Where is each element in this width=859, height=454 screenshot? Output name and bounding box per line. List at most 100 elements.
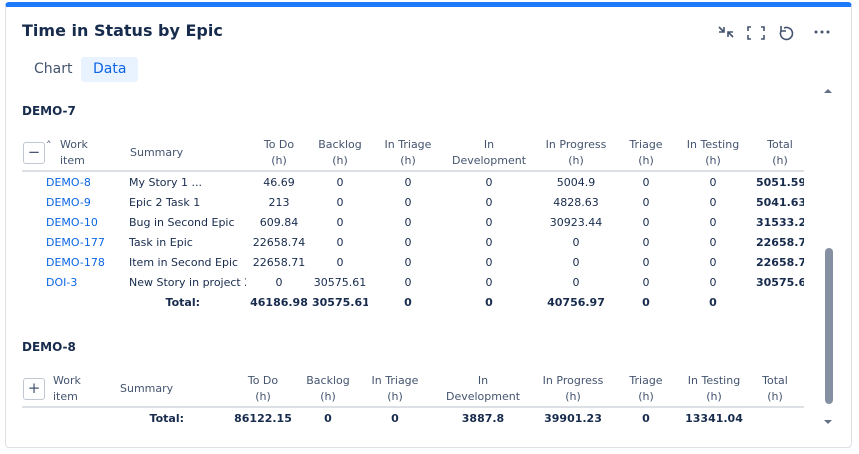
- key-cell: DEMO-9: [46, 192, 126, 212]
- column-header[interactable]: In Progress (h): [530, 136, 622, 172]
- total-row: Total: 86122.15 0 0 3887.8 39901.23 0 13341.04: [22, 407, 804, 428]
- summary-cell: Bug in Second Epic: [129, 215, 235, 229]
- column-header[interactable]: In Development: [430, 372, 536, 408]
- expand-button[interactable]: −: [23, 142, 45, 164]
- header-text: (h): [255, 390, 271, 403]
- value-cell: 0: [404, 175, 412, 189]
- column-header[interactable]: In Testing (h): [670, 136, 756, 172]
- group-name: DEMO-8: [22, 340, 76, 354]
- value-cell: 0: [404, 255, 412, 269]
- value-cell: 0: [709, 215, 717, 229]
- tab[interactable]: Chart: [34, 61, 73, 77]
- header-text: Work: [60, 138, 88, 151]
- column-header[interactable]: Summary: [126, 136, 246, 172]
- expand-cell: −: [22, 136, 46, 172]
- summary-cell: Task in Epic: [129, 235, 193, 249]
- header-text: Triage: [629, 374, 663, 387]
- more-icon[interactable]: [814, 30, 830, 34]
- value-cell: 0: [485, 275, 493, 289]
- column-header[interactable]: To Do (h): [230, 372, 296, 408]
- header-text: (h): [772, 154, 788, 167]
- value-cell: 4828.63: [553, 195, 599, 209]
- summary-cell: Item in Second Epic: [129, 255, 239, 269]
- value-cell: 46.69: [263, 175, 295, 189]
- fullscreen-icon[interactable]: [747, 26, 765, 40]
- header-text: Development: [451, 154, 527, 167]
- column-header[interactable]: Work item: [46, 372, 116, 408]
- spacer-cell: [22, 212, 46, 232]
- column-header[interactable]: Total (h): [756, 136, 804, 172]
- header-text: In Progress: [545, 138, 607, 151]
- value-cell: 0: [709, 175, 717, 189]
- value-cell: 0: [709, 235, 717, 249]
- spacer-cell: [46, 407, 116, 428]
- header-text: (h): [565, 390, 581, 403]
- header-text: In Triage: [371, 374, 419, 387]
- column-header[interactable]: Triage (h): [622, 136, 670, 172]
- column-header[interactable]: To Do (h): [246, 136, 312, 172]
- refresh-icon[interactable]: [779, 26, 794, 41]
- column-header[interactable]: Backlog (h): [296, 372, 360, 408]
- key-cell: DEMO-8: [46, 171, 126, 192]
- scrollbar[interactable]: [822, 86, 834, 430]
- column-header[interactable]: In Testing (h): [682, 372, 746, 408]
- value-cell: 5041.63: [756, 195, 804, 209]
- total-cell: 13341.04: [685, 411, 743, 425]
- tab-active[interactable]: Data: [81, 57, 139, 82]
- value-cell: 0: [336, 255, 344, 269]
- column-header[interactable]: Total (h): [746, 372, 804, 408]
- header-text: (h): [638, 390, 654, 403]
- value-cell: 31533.28: [756, 215, 804, 229]
- data-row: DOI-3 New Story in project 2 0 30575.61 0 0 0 0…: [22, 272, 804, 292]
- column-header[interactable]: Backlog (h): [312, 136, 368, 172]
- spacer-cell: [22, 252, 46, 272]
- value-cell: 0: [709, 195, 717, 209]
- header-row: + Work item Summary To Do (h) Backlog (h) In Tri…: [22, 372, 804, 408]
- header-text: Summary: [130, 146, 184, 159]
- header-text: item: [60, 154, 85, 167]
- value-cell: 22658.74: [252, 235, 306, 249]
- data-row: DEMO-8 My Story 1 ... 46.69 0 0 0 5004.9 0 0 5051…: [22, 171, 804, 192]
- header-text: (h): [271, 154, 287, 167]
- header-text: Backlog: [318, 138, 362, 151]
- column-header[interactable]: In Development: [448, 136, 530, 172]
- work-item-link[interactable]: DEMO-8: [46, 175, 91, 189]
- header-text: In: [477, 374, 489, 387]
- column-header[interactable]: In Triage (h): [360, 372, 430, 408]
- work-item-link[interactable]: DEMO-177: [46, 235, 105, 249]
- total-cell: 40756.97: [547, 295, 605, 309]
- work-item-link[interactable]: DEMO-9: [46, 195, 91, 209]
- header-text: Backlog: [306, 374, 350, 387]
- column-header[interactable]: ˄ Work item: [46, 136, 126, 172]
- work-item-link[interactable]: DOI-3: [46, 275, 78, 289]
- work-item-link[interactable]: DEMO-10: [46, 215, 98, 229]
- value-cell: 0: [404, 235, 412, 249]
- work-item-link[interactable]: DEMO-178: [46, 255, 105, 269]
- data-row: DEMO-9 Epic 2 Task 1 213 0 0 0 4828.63 0 0 5041.6…: [22, 192, 804, 212]
- header-text: Work: [53, 374, 81, 387]
- column-header[interactable]: In Progress (h): [536, 372, 610, 408]
- column-header[interactable]: In Triage (h): [368, 136, 448, 172]
- header-text: (h): [767, 390, 783, 403]
- header-text: (h): [332, 154, 348, 167]
- value-cell: 0: [485, 215, 493, 229]
- column-header[interactable]: Triage (h): [610, 372, 682, 408]
- value-cell: 0: [336, 195, 344, 209]
- total-label: Total:: [149, 411, 184, 425]
- total-cell: 0: [642, 411, 650, 425]
- header-row: − ˄ Work item Summary To Do (h) Backlog (h) In Tr…: [22, 136, 804, 172]
- header-text: In Progress: [542, 374, 604, 387]
- header-text: Summary: [120, 382, 174, 395]
- spacer-cell: [22, 292, 46, 312]
- expand-button[interactable]: +: [23, 378, 45, 400]
- spacer-cell: [22, 407, 46, 428]
- minimize-icon[interactable]: [718, 26, 734, 38]
- header-text: In Triage: [384, 138, 432, 151]
- value-cell: 0: [642, 235, 650, 249]
- header-text: item: [53, 390, 78, 403]
- value-cell: 0: [485, 195, 493, 209]
- total-cell: 0: [391, 411, 399, 425]
- key-cell: DEMO-177: [46, 232, 126, 252]
- header-text: (h): [706, 390, 722, 403]
- column-header[interactable]: Summary: [116, 372, 230, 408]
